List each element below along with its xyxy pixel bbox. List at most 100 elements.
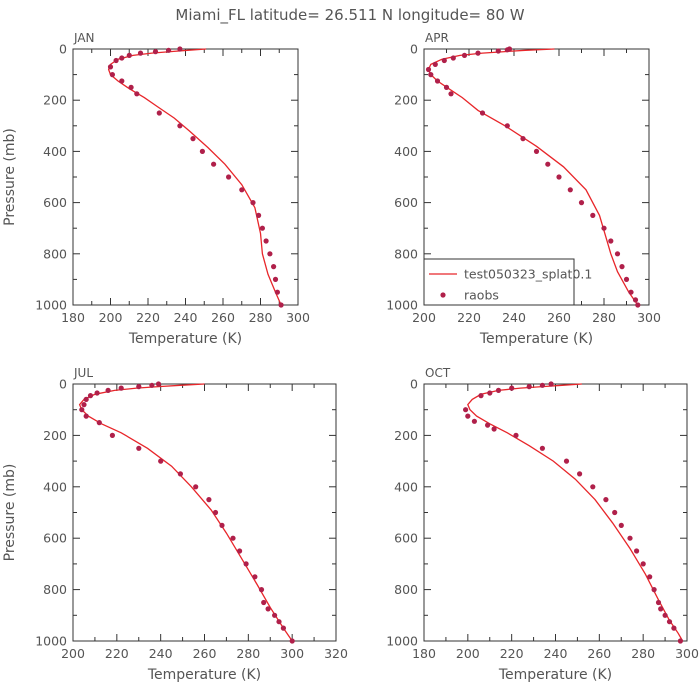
raobs-point (256, 212, 262, 218)
panel-jan: 180 200 220 240 260 280 300 0 200 400 600 800 1000 JA… (2, 31, 310, 347)
raobs-point (226, 174, 232, 180)
model-profile-line (427, 48, 639, 306)
x-tick-label: 200 (412, 310, 436, 325)
raobs-point (533, 148, 540, 154)
raobs-point (434, 78, 441, 84)
raobs-point (272, 612, 278, 618)
raobs-point (612, 509, 618, 516)
raobs-point (658, 606, 664, 612)
raobs-point (655, 599, 662, 606)
raobs-point (259, 225, 265, 231)
y-tick-label: 0 (59, 377, 67, 392)
raobs-point (211, 161, 217, 167)
raobs-point (618, 522, 624, 529)
y-tick-label: 200 (43, 93, 67, 108)
raobs-point (94, 390, 100, 396)
y-tick-label: 600 (394, 195, 418, 210)
model-profile-line (467, 383, 684, 642)
raobs-point (272, 276, 279, 282)
legend-marker-swatch (440, 292, 446, 298)
raobs-point (635, 302, 641, 308)
legend-entry-label: test050323_splat0.1 (464, 267, 592, 282)
y-tick-label: 600 (43, 531, 67, 546)
model-profile-line (78, 383, 293, 642)
raobs-point (526, 384, 532, 390)
raobs-point (504, 123, 510, 129)
panel-month-label: JAN (73, 31, 95, 45)
raobs-point (504, 47, 510, 53)
raobs-point (634, 548, 640, 554)
y-axis-label: Pressure (mb) (2, 128, 18, 226)
raobs-point (81, 402, 87, 408)
raobs-point (177, 46, 183, 52)
y-tick-label: 800 (394, 582, 418, 597)
raobs-point (509, 385, 515, 391)
raobs-point (278, 302, 284, 308)
plot-frame (423, 383, 688, 642)
raobs-point (136, 384, 142, 390)
series-line (107, 48, 282, 306)
raobs-point (623, 276, 630, 282)
panels: 180 200 220 240 260 280 300 0 200 400 600 800 1000 JA… (2, 31, 699, 683)
raobs-point (548, 381, 554, 387)
raobs-point (177, 123, 183, 129)
series-line (467, 383, 684, 642)
raobs-point (137, 50, 144, 56)
raobs-point (158, 458, 164, 464)
y-tick-label: 200 (394, 428, 418, 443)
raobs-point (556, 174, 562, 180)
raobs-point (651, 587, 657, 593)
model-profile-line (107, 48, 282, 306)
raobs-point (465, 413, 471, 419)
raobs-point (243, 561, 249, 567)
raobs-point (614, 251, 621, 257)
x-tick-label: 300 (675, 646, 699, 661)
raobs-point (608, 238, 614, 244)
raobs-point (206, 497, 212, 503)
x-tick-label: 180 (61, 310, 85, 325)
raobs-point (545, 161, 551, 167)
x-tick-label: 220 (105, 646, 129, 661)
y-axis-label: Pressure (mb) (2, 464, 18, 562)
raobs-point (239, 187, 245, 193)
raobs-point (156, 110, 162, 116)
raobs-point (119, 55, 125, 61)
raobs-point (212, 509, 219, 516)
raobs-point (671, 625, 677, 631)
raobs-point (450, 55, 456, 61)
x-tick-label: 240 (174, 310, 198, 325)
raobs-point (190, 136, 196, 142)
y-tick-label: 800 (43, 246, 67, 261)
raobs-point (590, 212, 596, 218)
raobs-point (107, 64, 114, 70)
raobs-point (603, 497, 609, 503)
raobs-point (677, 638, 684, 644)
x-tick-label: 240 (502, 310, 526, 325)
series-scatter (425, 46, 641, 308)
raobs-point (152, 49, 159, 55)
raobs-point (134, 91, 140, 97)
raobs-point (265, 606, 271, 612)
raobs-point (461, 52, 468, 59)
raobs-point (539, 382, 546, 388)
raobs-point (487, 390, 493, 396)
raobs-point (118, 385, 124, 391)
raobs-point (177, 471, 183, 477)
raobs-point (126, 52, 132, 59)
raobs-point (479, 110, 486, 116)
raobs-point (166, 47, 172, 53)
raobs-point (632, 297, 639, 303)
raobs-point (128, 84, 134, 90)
raobs-point (250, 200, 256, 206)
raobs-point (113, 57, 119, 64)
raobs-point (428, 72, 434, 78)
panel-apr: 200 220 240 260 280 300 0 200 400 600 800 1000 APR Te… (386, 31, 661, 347)
raobs-point (491, 426, 497, 432)
y-tick-label: 1000 (386, 298, 418, 313)
raobs-point (647, 574, 653, 580)
x-tick-label: 280 (631, 646, 655, 661)
raobs-point (230, 535, 236, 541)
raobs-point (640, 561, 646, 567)
raobs-point (149, 382, 155, 388)
